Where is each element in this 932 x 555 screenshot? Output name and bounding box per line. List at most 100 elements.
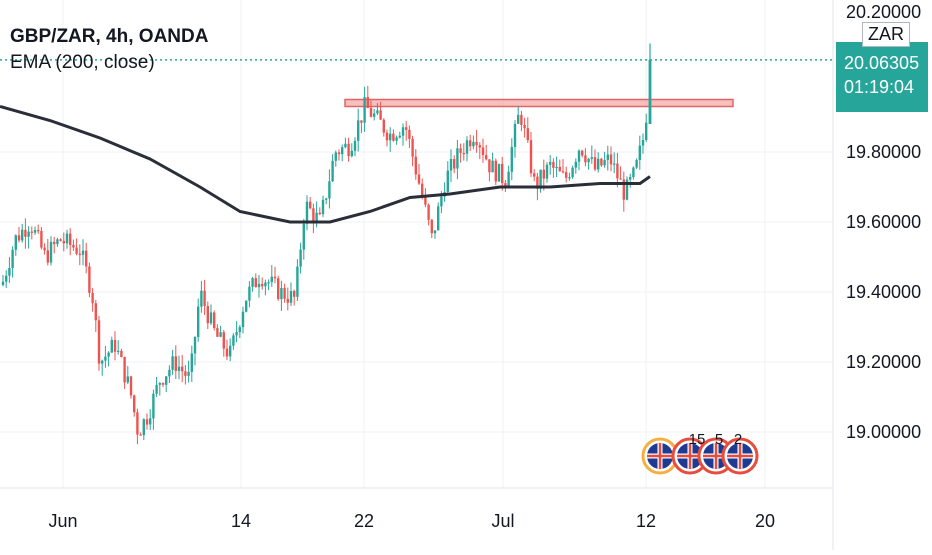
- time-tick-label: 12: [636, 511, 656, 531]
- candle: [219, 325, 222, 338]
- candle-body: [139, 434, 142, 436]
- candle: [424, 188, 427, 208]
- candle: [104, 345, 107, 368]
- candle-body: [574, 161, 577, 168]
- candle-body: [613, 163, 616, 165]
- candle-body: [488, 159, 491, 173]
- candle: [593, 149, 597, 172]
- candle: [539, 169, 542, 193]
- candle-body: [347, 143, 350, 157]
- candle-body: [446, 170, 449, 192]
- candle: [97, 315, 101, 371]
- candle-body: [104, 356, 107, 361]
- candle-body: [616, 163, 619, 179]
- candle: [280, 280, 283, 311]
- candle-body: [456, 148, 459, 169]
- candle-body: [30, 231, 33, 233]
- candle: [513, 120, 517, 158]
- price-tick-label: 19.40000: [846, 282, 921, 302]
- candle-body: [5, 275, 8, 282]
- candle-body: [158, 383, 161, 385]
- bar-countdown: 01:19:04: [844, 77, 915, 97]
- candle-body: [14, 235, 17, 250]
- event-count: 2: [734, 431, 742, 448]
- candle: [497, 163, 501, 182]
- candle: [123, 356, 126, 389]
- candle-body: [302, 223, 305, 250]
- candle: [344, 137, 347, 149]
- candle-body: [449, 159, 453, 171]
- candle: [206, 301, 209, 329]
- candle-body: [558, 166, 561, 172]
- candle: [149, 409, 152, 430]
- candle: [309, 197, 312, 210]
- candle-body: [408, 129, 411, 139]
- candle: [155, 377, 158, 398]
- candle: [465, 136, 469, 162]
- candle-body: [113, 339, 117, 352]
- candle-body: [200, 290, 203, 307]
- candle-body: [485, 155, 488, 160]
- candle: [341, 144, 344, 162]
- candle-body: [357, 120, 360, 141]
- candle: [481, 138, 485, 163]
- candle-body: [193, 337, 197, 354]
- candle-body: [56, 239, 59, 245]
- candle: [17, 227, 21, 243]
- candle-body: [625, 179, 629, 200]
- economic-events[interactable]: 15 5 2: [641, 431, 759, 475]
- candle: [289, 282, 293, 307]
- uk-flag-icon[interactable]: [721, 437, 759, 475]
- candle: [318, 207, 321, 216]
- candle: [433, 230, 437, 239]
- symbol-title[interactable]: GBP/ZAR, 4h, OANDA: [10, 26, 209, 47]
- candle: [267, 279, 270, 291]
- candle-body: [453, 159, 456, 169]
- uk-flag-icon[interactable]: [641, 437, 679, 475]
- candle-body: [462, 152, 465, 155]
- candle: [27, 226, 30, 249]
- time-tick-label: 22: [354, 511, 374, 531]
- candle: [449, 149, 453, 182]
- candle: [606, 145, 609, 171]
- candle-body: [472, 141, 475, 147]
- candle-body: [187, 371, 190, 376]
- time-axis-ticks: Jun 14 22 Jul 12 20: [48, 511, 775, 531]
- candle-body: [161, 383, 165, 385]
- candle: [645, 113, 648, 142]
- candle: [517, 106, 520, 125]
- candle: [1, 274, 5, 287]
- candle-body: [213, 312, 216, 329]
- candle-body: [78, 253, 81, 255]
- candle-body: [149, 418, 152, 425]
- candle: [638, 135, 641, 170]
- candle-body: [49, 241, 53, 263]
- candle-body: [635, 159, 638, 168]
- candle-body: [606, 154, 609, 160]
- candle-body: [225, 348, 229, 357]
- candle: [430, 219, 433, 239]
- candle: [152, 389, 155, 430]
- candle: [59, 238, 62, 242]
- candle: [283, 283, 286, 303]
- candle: [40, 226, 43, 250]
- candle-body: [494, 160, 497, 182]
- candle: [542, 159, 545, 191]
- candle: [549, 155, 552, 175]
- candle-body: [155, 384, 158, 394]
- candle-body: [501, 163, 504, 184]
- candle: [373, 108, 376, 121]
- candle-body: [305, 201, 309, 224]
- candle: [232, 333, 235, 350]
- candle-body: [337, 152, 341, 155]
- indicator-label[interactable]: EMA (200, close): [10, 52, 155, 73]
- candle-body: [107, 352, 110, 357]
- candle: [129, 375, 133, 399]
- currency-label[interactable]: ZAR: [862, 22, 910, 47]
- candle: [472, 135, 475, 150]
- price-tick-label: 19.20000: [846, 352, 921, 372]
- candle-body: [491, 160, 494, 173]
- resistance-rect[interactable]: [344, 98, 734, 108]
